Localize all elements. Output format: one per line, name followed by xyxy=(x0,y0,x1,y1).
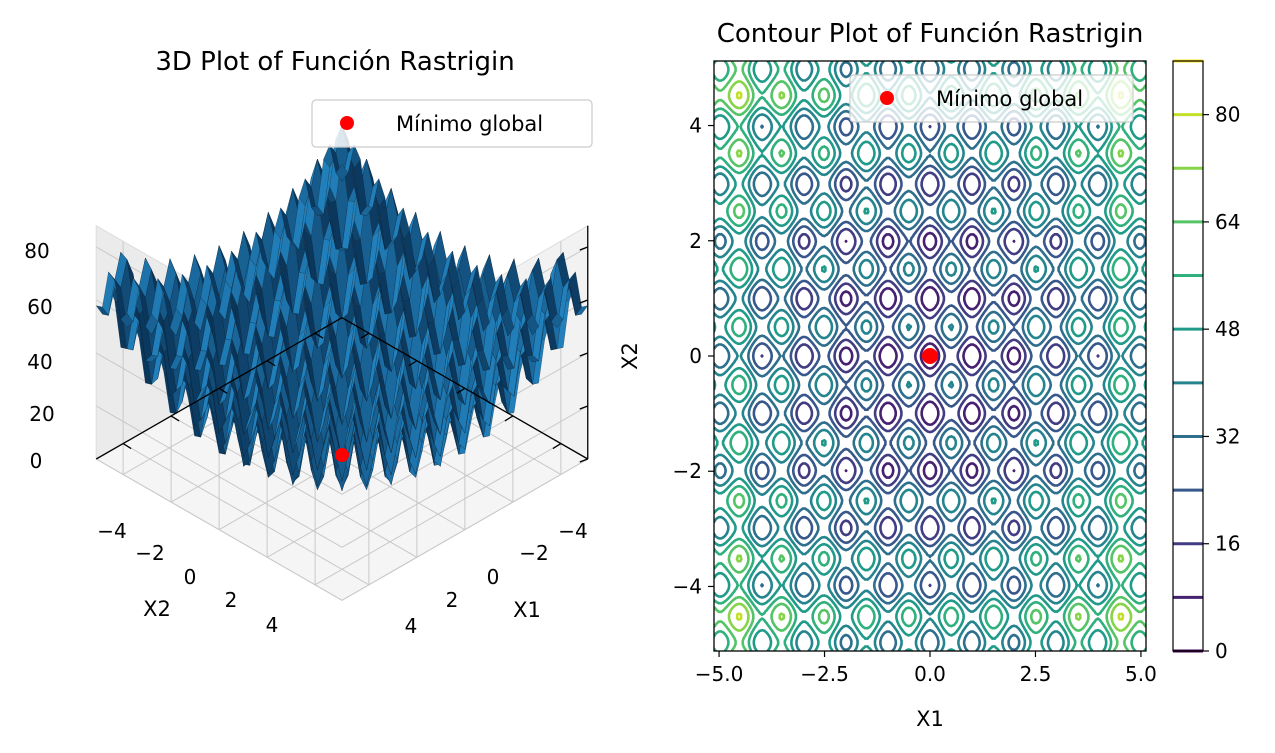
y-axis-label: X2 xyxy=(618,342,642,370)
contour-level xyxy=(714,61,1146,651)
x1-tick-labels: −4 −2 0 2 4 xyxy=(405,519,588,638)
x1-axis-label: X1 xyxy=(513,598,541,622)
z-tick: 60 xyxy=(27,295,52,319)
axis-line xyxy=(360,332,370,339)
colorbar: 0 16 32 48 64 80 xyxy=(1172,59,1240,663)
axis-line xyxy=(314,332,324,339)
y-tick-label: 4 xyxy=(689,114,702,138)
axis-line xyxy=(504,415,514,422)
colorbar-tick-label: 0 xyxy=(1215,639,1228,663)
legend-marker xyxy=(880,91,894,105)
x2-tick: 2 xyxy=(225,588,238,612)
z-tick-labels: 0 20 40 60 80 xyxy=(24,239,54,473)
colorbar-tick-label: 16 xyxy=(1215,532,1240,556)
axis-line xyxy=(579,458,588,463)
colorbar-tick-label: 32 xyxy=(1215,424,1240,448)
x-tick-label: −5.0 xyxy=(695,662,744,686)
contour-panel: Contour Plot of Función Rastrigin −5.0 −2… xyxy=(618,19,1240,731)
contour-level xyxy=(714,61,1146,651)
x1-tick: 4 xyxy=(405,614,418,638)
x-axis-label: X1 xyxy=(916,707,944,731)
x1-tick: −2 xyxy=(519,541,548,565)
y-tick-label: −2 xyxy=(673,459,702,483)
colorbar-frame xyxy=(1172,60,1204,652)
surface-facet xyxy=(335,164,349,182)
contour-legend: Mínimo global xyxy=(849,74,1134,123)
x2-tick: 0 xyxy=(184,565,197,589)
y-tick-label: −4 xyxy=(673,574,702,598)
z-tick: 40 xyxy=(27,350,52,374)
contour-lines xyxy=(714,61,1146,651)
y-tick-label: 2 xyxy=(689,229,702,253)
x-tick-label: 2.5 xyxy=(1020,662,1052,686)
axis-line xyxy=(579,405,588,410)
surface-panel: 3D Plot of Función Rastrigin 0 20 40 60 … xyxy=(24,47,593,638)
axis-line xyxy=(579,299,588,304)
legend-box xyxy=(849,74,1134,123)
legend-marker xyxy=(340,116,354,130)
z-tick: 80 xyxy=(24,239,49,263)
axis-lines xyxy=(95,225,589,463)
axis-line xyxy=(579,352,588,357)
contour-level xyxy=(838,231,1022,481)
x-tick-label: 0.0 xyxy=(914,662,946,686)
contour-axis-ticks: −5.0 −2.5 0.0 2.5 5.0 −4 −2 0 2 4 xyxy=(673,114,1157,686)
x1-tick: 2 xyxy=(446,588,459,612)
axis-line xyxy=(170,415,180,422)
x2-tick: −4 xyxy=(97,519,126,543)
x2-axis-label: X2 xyxy=(143,597,171,621)
x2-tick: 4 xyxy=(266,613,279,637)
grid-line xyxy=(341,458,589,601)
axis-line xyxy=(218,387,228,394)
colorbar-tick-label: 64 xyxy=(1215,210,1240,234)
y-tick-label: 0 xyxy=(689,344,702,368)
surface-title: 3D Plot of Función Rastrigin xyxy=(155,47,514,77)
x-tick-label: 5.0 xyxy=(1125,662,1157,686)
axis-line xyxy=(122,442,132,450)
x-tick-label: −2.5 xyxy=(800,662,849,686)
x2-tick-labels: −4 −2 0 2 4 xyxy=(97,519,278,637)
x1-tick: −4 xyxy=(558,519,587,543)
axis-line xyxy=(266,360,276,367)
axis-line xyxy=(408,360,418,367)
axis-line xyxy=(552,442,562,450)
grid-line xyxy=(341,405,589,548)
contour-level xyxy=(760,124,1100,588)
colorbar-bg xyxy=(1173,61,1203,651)
legend-label: Mínimo global xyxy=(936,87,1083,111)
contour-level xyxy=(751,113,1109,599)
axis-line xyxy=(456,387,466,394)
legend-label: Mínimo global xyxy=(396,112,543,136)
x2-tick: −2 xyxy=(135,541,164,565)
global-minimum-marker-3d xyxy=(335,448,349,462)
surface-mesh xyxy=(95,124,589,492)
global-minimum-marker xyxy=(922,348,938,364)
colorbar-tick-label: 80 xyxy=(1215,103,1240,127)
z-tick: 0 xyxy=(30,449,43,473)
surface-legend: Mínimo global xyxy=(311,99,593,148)
contour-title: Contour Plot of Función Rastrigin xyxy=(717,19,1144,49)
x1-tick: 0 xyxy=(487,565,500,589)
colorbar-tick-label: 48 xyxy=(1215,317,1240,341)
grid-line xyxy=(95,405,343,548)
z-tick: 20 xyxy=(29,402,54,426)
axis-line xyxy=(579,246,588,251)
legend-box xyxy=(311,99,593,148)
grid-line xyxy=(95,458,343,601)
